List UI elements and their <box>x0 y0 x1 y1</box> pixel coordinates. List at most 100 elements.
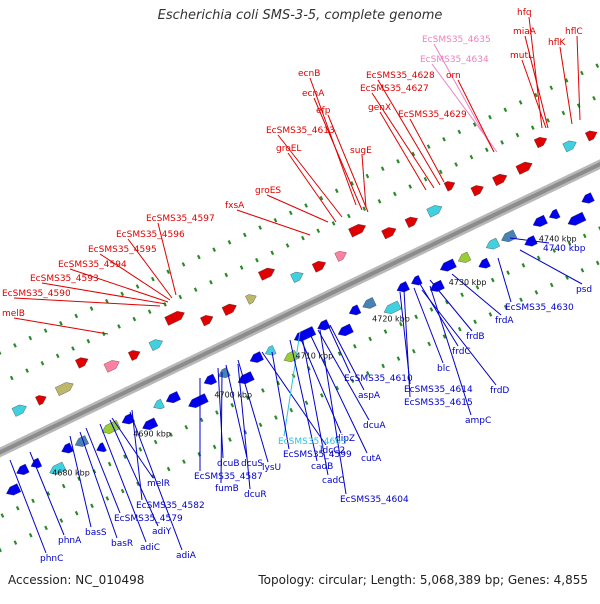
forward-gene-shape <box>405 214 420 227</box>
reverse-gene <box>438 259 456 274</box>
tick-mark <box>275 416 277 420</box>
reverse-gene <box>531 215 548 229</box>
bottom-gene-label: lysU <box>262 463 281 473</box>
tick-mark <box>201 418 203 422</box>
forward-gene-shape <box>55 380 75 396</box>
reverse-gene-shape <box>361 297 377 311</box>
tick-mark <box>415 315 417 319</box>
tick-mark <box>259 226 261 230</box>
top-gene-label: fxsA <box>225 201 245 211</box>
kbp-label: 4690 kbp <box>133 429 171 438</box>
reverse-gene <box>477 258 491 271</box>
tick-mark <box>183 460 185 464</box>
bottom-gene-label: dcuR <box>244 490 267 500</box>
reverse-gene-shape <box>60 443 74 456</box>
tick-mark <box>425 177 427 181</box>
forward-gene <box>348 222 367 237</box>
bottom-leader-line <box>70 436 91 527</box>
tick-mark <box>492 278 494 282</box>
top-gene-label: EcSMS35_4590 <box>2 289 71 299</box>
forward-gene-shape <box>312 259 328 273</box>
bottom-gene-label: EcSMS35_4599 <box>283 450 352 460</box>
bottom-gene-label: aspA <box>358 391 381 401</box>
reverse-gene-shape <box>15 464 30 477</box>
tick-mark <box>584 234 586 238</box>
tick-mark <box>210 280 212 284</box>
tick-mark <box>428 342 430 346</box>
bottom-gene-label: psd <box>576 285 592 295</box>
bottom-leader-line <box>520 250 582 284</box>
top-gene-label: EcSMS35_4628 <box>366 71 435 81</box>
forward-gene-shape <box>75 355 90 368</box>
top-leader-line <box>237 210 310 235</box>
top-gene-label: miaA <box>513 27 537 37</box>
tick-mark <box>305 204 307 208</box>
reverse-gene-shape <box>336 324 353 339</box>
top-gene-label: EcSMS35_4595 <box>88 245 157 255</box>
reverse-gene <box>100 420 120 436</box>
top-leader-line <box>267 195 328 222</box>
tick-mark <box>15 541 17 545</box>
tick-mark <box>474 320 476 324</box>
bottom-gene-label: adiY <box>152 527 172 537</box>
reverse-gene <box>484 238 500 252</box>
top-gene-label: ecnA <box>302 89 325 99</box>
tick-mark <box>179 295 181 299</box>
reverse-gene-shape <box>500 230 517 245</box>
tick-mark <box>231 403 233 407</box>
forward-gene-shape <box>471 183 486 196</box>
tick-mark <box>14 344 16 348</box>
tick-mark <box>87 339 89 343</box>
tick-mark <box>271 251 273 255</box>
bottom-gene-label: frdB <box>466 332 485 342</box>
tick-mark <box>596 64 598 68</box>
reverse-gene-shape <box>395 281 410 294</box>
reverse-gene <box>500 230 517 245</box>
tick-mark <box>348 214 350 218</box>
forward-gene-shape <box>427 203 444 218</box>
bottom-gene-label: cadB <box>311 462 333 472</box>
tick-mark <box>517 133 519 137</box>
tick-mark <box>42 361 44 365</box>
tick-mark <box>520 101 522 105</box>
tick-mark <box>459 327 461 331</box>
tick-mark <box>72 347 74 351</box>
tick-mark <box>133 317 135 321</box>
forward-gene <box>382 225 399 239</box>
tick-mark <box>394 192 396 196</box>
reverse-gene-shape <box>531 215 548 229</box>
reverse-gene-shape <box>456 252 471 265</box>
tick-mark <box>183 263 185 267</box>
kbp-label: 4740 kbp <box>539 235 577 244</box>
forward-gene <box>405 214 420 227</box>
top-leader-line <box>288 153 336 222</box>
tick-mark <box>106 497 108 501</box>
tick-mark <box>520 298 522 302</box>
tick-mark <box>118 325 120 329</box>
tick-mark <box>593 96 595 100</box>
tick-mark <box>149 310 151 314</box>
top-gene-label: mutL <box>510 51 533 61</box>
bottom-gene-label: EcSMS35_4615 <box>404 398 473 408</box>
tick-mark <box>317 229 319 233</box>
tick-mark <box>290 211 292 215</box>
kbp-label: 4680 kbp <box>52 468 90 477</box>
top-leader-line <box>560 47 572 124</box>
forward-gene-shape <box>258 265 276 280</box>
tick-mark <box>379 200 381 204</box>
forward-gene <box>563 138 579 152</box>
reverse-gene <box>73 435 89 449</box>
bottom-gene-label: frdA <box>495 316 514 326</box>
tick-mark <box>532 126 534 130</box>
forward-gene <box>55 380 75 396</box>
tick-mark <box>155 440 157 444</box>
forward-gene-shape <box>12 402 29 416</box>
forward-gene-shape <box>585 128 599 141</box>
forward-gene-shape <box>335 249 349 262</box>
bottom-leader-line <box>86 428 120 513</box>
top-gene-label: melB <box>2 309 25 319</box>
reverse-gene <box>361 297 377 311</box>
forward-gene <box>335 249 349 262</box>
tick-mark <box>551 283 553 287</box>
